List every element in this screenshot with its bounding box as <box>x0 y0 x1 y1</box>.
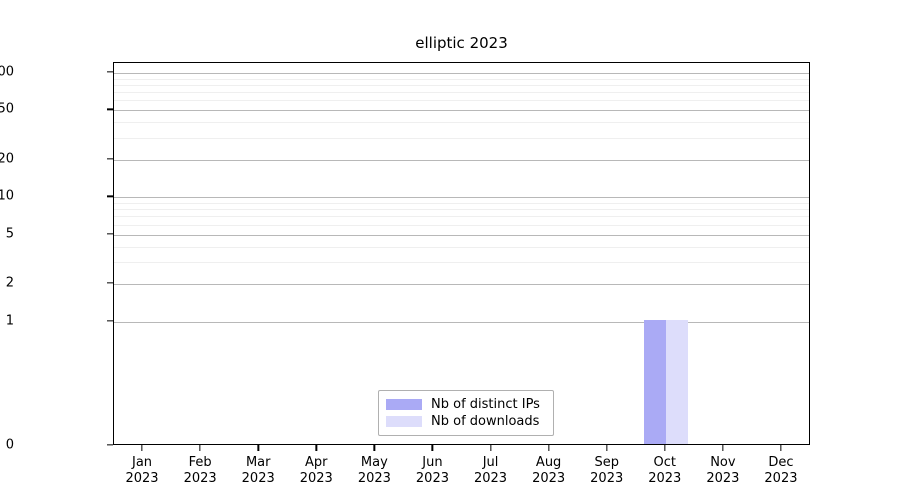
x-axis-tick-mark <box>547 445 550 451</box>
x-axis-tick-year: 2023 <box>648 471 682 486</box>
x-axis-tick-mark <box>722 445 724 451</box>
x-axis-tick-label: Dec 2023 <box>764 455 797 487</box>
y-axis-tick-mark <box>107 282 113 284</box>
y-axis-tick-label: 50 <box>0 101 14 117</box>
y-axis-tick-mark <box>107 319 113 322</box>
x-axis-tick-mark <box>431 445 434 451</box>
gridline-major <box>114 72 809 74</box>
x-axis-tick-label: Mar 2023 <box>242 455 275 487</box>
x-axis-tick-year: 2023 <box>357 471 391 486</box>
gridline-major <box>114 321 809 323</box>
gridline-minor <box>114 216 809 218</box>
gridline-minor <box>114 122 809 124</box>
x-axis-tick-label: Jan 2023 <box>125 455 158 487</box>
x-axis-tick-mark <box>315 445 317 451</box>
x-axis-tick-mark <box>141 445 143 451</box>
bar <box>665 319 688 444</box>
y-axis-tick-label: 5 <box>5 226 14 242</box>
x-axis-tick-year: 2023 <box>299 471 333 486</box>
x-axis-tick-label: Apr 2023 <box>300 455 333 487</box>
y-axis: 0 1 2 5 10 20 50 100 <box>0 0 113 500</box>
legend-item-label: Nb of distinct IPs <box>431 397 540 412</box>
x-axis-tick-month: Mar <box>245 455 271 470</box>
y-axis-tick-label: 100 <box>0 64 14 80</box>
x-axis-tick-year: 2023 <box>183 471 217 486</box>
bar <box>644 319 666 444</box>
gridline-major <box>114 234 809 236</box>
y-axis-tick-label: 0 <box>5 437 14 453</box>
x-axis-tick-label: Jun 2023 <box>416 455 449 487</box>
y-axis-tick-mark <box>107 195 113 197</box>
y-axis-tick-mark <box>107 71 113 73</box>
x-axis-tick-month: Jul <box>482 455 499 470</box>
legend-item-label: Nb of downloads <box>431 414 540 429</box>
gridline-minor <box>114 246 809 248</box>
x-axis-tick-mark <box>780 445 782 451</box>
x-axis-tick-label: May 2023 <box>358 455 391 487</box>
gridline-minor <box>114 202 809 204</box>
x-axis-tick-label: Nov 2023 <box>706 455 739 487</box>
x-axis: Jan 2023 Feb 2023 Mar 2023 Apr 2023 May 2023 Jun 20… <box>113 445 810 500</box>
x-axis-tick-label: Oct 2023 <box>648 455 681 487</box>
x-axis-tick-month: Aug <box>535 455 562 470</box>
gridline-major <box>114 110 809 112</box>
x-axis-tick-label: Jul 2023 <box>474 455 507 487</box>
gridline-minor <box>114 224 809 226</box>
x-axis-tick-month: Apr <box>305 455 328 470</box>
x-axis-tick-year: 2023 <box>590 471 624 486</box>
legend-color-swatch <box>386 416 422 427</box>
gridline-minor <box>114 209 809 211</box>
chart-legend: Nb of distinct IPs Nb of downloads <box>378 390 554 436</box>
gridline-major <box>114 159 809 161</box>
x-axis-tick-month: Jun <box>422 455 443 470</box>
y-axis-tick-mark <box>107 444 113 446</box>
legend-item[interactable]: Nb of distinct IPs <box>386 396 546 413</box>
x-axis-tick-mark <box>199 445 201 451</box>
x-axis-tick-label: Aug 2023 <box>532 455 565 487</box>
x-axis-tick-month: Feb <box>188 455 212 470</box>
y-axis-tick-label: 1 <box>5 313 14 329</box>
x-axis-tick-month: Dec <box>768 455 794 470</box>
x-axis-tick-year: 2023 <box>764 471 798 486</box>
y-axis-tick-label: 10 <box>0 188 14 204</box>
x-axis-tick-year: 2023 <box>415 471 449 486</box>
x-axis-tick-mark <box>664 445 666 451</box>
x-axis-tick-month: Oct <box>653 455 677 470</box>
gridline-minor <box>114 137 809 139</box>
x-axis-tick-mark <box>489 445 492 451</box>
gridline-major <box>114 284 809 286</box>
x-axis-tick-year: 2023 <box>532 471 566 486</box>
y-axis-tick-mark <box>107 233 113 235</box>
gridline-minor <box>114 84 809 86</box>
x-axis-tick-mark <box>606 445 608 451</box>
x-axis-tick-label: Feb 2023 <box>184 455 217 487</box>
gridline-minor <box>114 262 809 264</box>
x-axis-tick-year: 2023 <box>473 471 508 486</box>
x-axis-tick-label: Sep 2023 <box>590 455 623 487</box>
x-axis-tick-month: Nov <box>710 455 736 470</box>
x-axis-tick-year: 2023 <box>125 471 159 486</box>
gridline-minor <box>114 92 809 94</box>
y-axis-tick-mark <box>107 108 113 110</box>
x-axis-tick-mark <box>257 445 259 451</box>
x-axis-tick-month: May <box>360 455 388 470</box>
legend-item[interactable]: Nb of downloads <box>386 413 546 430</box>
y-axis-tick-mark <box>107 158 113 160</box>
legend-color-swatch <box>386 399 422 410</box>
y-axis-tick-label: 2 <box>5 275 14 291</box>
x-axis-tick-year: 2023 <box>706 471 740 486</box>
x-axis-tick-mark <box>373 445 376 451</box>
plot-area <box>113 62 810 445</box>
gridline-minor <box>114 100 809 102</box>
x-axis-tick-year: 2023 <box>241 471 275 486</box>
gridline-minor <box>114 78 809 80</box>
chart-title: elliptic 2023 <box>415 34 508 52</box>
x-axis-tick-month: Sep <box>594 455 619 470</box>
y-axis-tick-label: 20 <box>0 151 14 167</box>
x-axis-tick-month: Jan <box>132 455 153 470</box>
gridline-major <box>114 197 809 199</box>
